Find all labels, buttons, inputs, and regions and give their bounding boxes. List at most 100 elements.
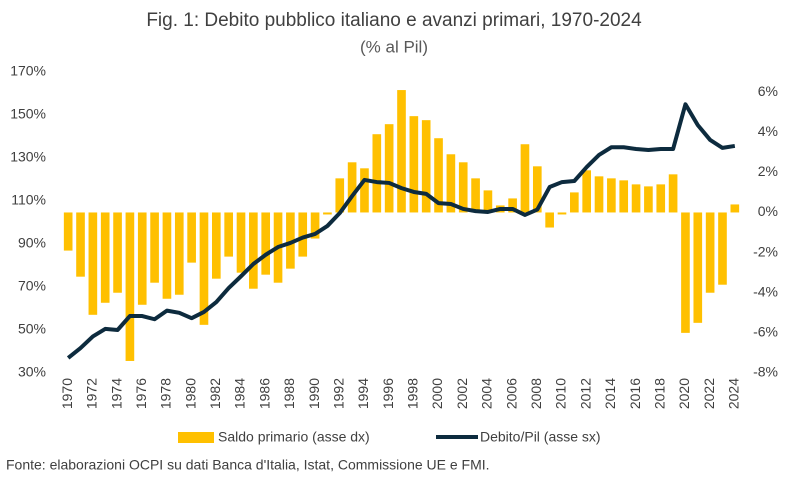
- x-tick-label: 1984: [232, 378, 248, 409]
- y2-tick-label: -6%: [753, 324, 778, 340]
- bar: [360, 168, 369, 213]
- bar: [384, 124, 394, 213]
- bar: [249, 212, 258, 289]
- bar: [236, 212, 246, 273]
- bar: [187, 212, 196, 263]
- bar: [150, 212, 159, 283]
- y-tick-label: 30%: [18, 364, 46, 380]
- bar: [631, 184, 641, 213]
- bar: [730, 204, 740, 213]
- bar: [582, 170, 592, 213]
- line: [66, 102, 736, 360]
- x-tick-label: 1992: [330, 378, 346, 409]
- legend-swatch: [178, 432, 214, 443]
- x-tick-label: 2018: [651, 378, 667, 409]
- bar: [446, 154, 456, 213]
- y2-tick-label: 0%: [758, 203, 778, 219]
- bar: [656, 184, 666, 213]
- bar: [335, 178, 345, 213]
- bar: [76, 212, 85, 277]
- x-tick-label: 2014: [602, 378, 618, 409]
- bar: [174, 212, 184, 295]
- y2-tick-label: 4%: [758, 123, 778, 139]
- chart-title: Fig. 1: Debito pubblico italiano e avanz…: [146, 10, 642, 31]
- x-tick-label: 1978: [158, 378, 174, 409]
- x-tick-label: 1990: [306, 378, 322, 409]
- bar: [421, 120, 431, 213]
- bar: [594, 176, 604, 213]
- x-tick-label: 1982: [207, 378, 223, 409]
- x-tick-label: 2004: [479, 378, 495, 409]
- bar: [458, 162, 468, 213]
- bar: [261, 212, 271, 275]
- bar: [100, 212, 110, 303]
- y-tick-label: 170%: [10, 63, 46, 79]
- x-tick-label: 1972: [84, 378, 100, 409]
- bar: [532, 166, 542, 213]
- bar: [372, 134, 382, 213]
- bar: [113, 212, 122, 293]
- y2-tick-label: 6%: [758, 83, 778, 99]
- x-tick-label: 2000: [429, 378, 445, 409]
- bar: [471, 178, 480, 213]
- x-tick-label: 2020: [676, 378, 692, 409]
- x-tick-label: 2016: [627, 378, 643, 409]
- x-tick-label: 1980: [182, 378, 198, 409]
- y-tick-label: 150%: [10, 106, 46, 122]
- bar: [162, 212, 172, 299]
- bar: [557, 212, 567, 215]
- bar: [347, 162, 357, 213]
- x-tick-label: 2022: [701, 378, 717, 409]
- bar: [508, 198, 517, 213]
- x-tick-label: 1974: [108, 378, 124, 409]
- bar: [483, 190, 493, 213]
- bar: [570, 192, 579, 213]
- bar: [298, 212, 308, 257]
- x-tick-label: 2008: [528, 378, 544, 409]
- x-tick-label: 2024: [726, 378, 742, 409]
- bar: [63, 212, 73, 251]
- bar: [224, 212, 233, 257]
- y-tick-label: 70%: [18, 278, 46, 294]
- bar: [310, 212, 320, 239]
- legend-label: Saldo primario (asse dx): [218, 429, 370, 445]
- bar: [137, 212, 147, 305]
- x-tick-label: 2006: [503, 378, 519, 409]
- x-tick-label: 1976: [133, 378, 149, 409]
- chart-subtitle: (% al Pil): [360, 37, 428, 56]
- x-tick-label: 1970: [59, 378, 75, 409]
- bar: [644, 186, 653, 213]
- bar: [705, 212, 715, 293]
- x-tick-label: 2002: [454, 378, 470, 409]
- source-note: Fonte: elaborazioni OCPI su dati Banca d…: [6, 457, 490, 473]
- y2-tick-label: -2%: [753, 243, 778, 259]
- bar: [397, 90, 406, 213]
- bar: [286, 212, 295, 269]
- x-tick-label: 2012: [577, 378, 593, 409]
- y2-tick-label: 2%: [758, 163, 778, 179]
- bar: [693, 212, 703, 323]
- y-tick-label: 50%: [18, 321, 46, 337]
- y-tick-label: 90%: [18, 235, 46, 251]
- y-tick-label: 110%: [11, 192, 46, 208]
- x-tick-label: 2010: [553, 378, 569, 409]
- bar: [520, 144, 530, 213]
- bar: [668, 174, 678, 213]
- x-tick-label: 1988: [281, 378, 297, 409]
- bar: [545, 212, 554, 228]
- bar: [681, 212, 690, 333]
- bar: [619, 180, 629, 213]
- x-tick-label: 1996: [380, 378, 396, 409]
- bar: [88, 212, 98, 315]
- bar: [125, 212, 135, 361]
- bar: [323, 212, 332, 215]
- bar: [434, 138, 443, 213]
- bar: [409, 116, 419, 213]
- bar: [607, 178, 616, 213]
- x-tick-label: 1994: [355, 378, 371, 409]
- y-tick-label: 130%: [10, 149, 46, 165]
- y2-tick-label: -4%: [753, 283, 778, 299]
- bar: [211, 212, 221, 279]
- x-tick-label: 1986: [256, 378, 272, 409]
